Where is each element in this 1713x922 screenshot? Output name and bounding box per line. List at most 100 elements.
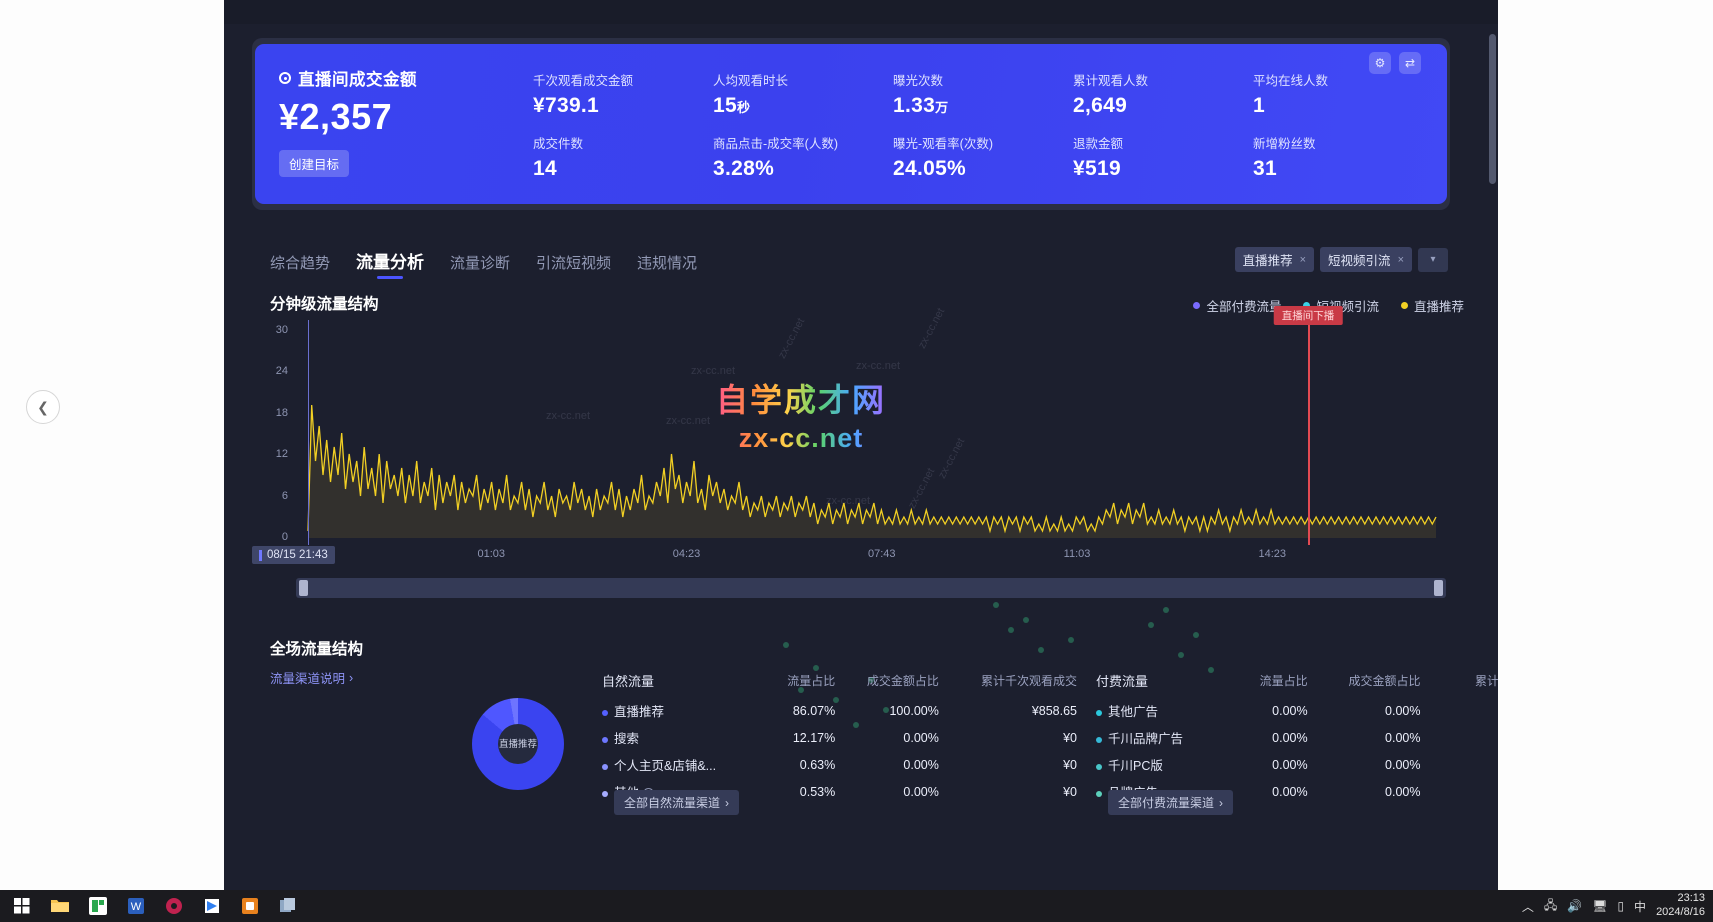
app-word-icon[interactable]: W xyxy=(118,891,154,921)
swap-icon[interactable]: ⇄ xyxy=(1399,52,1421,74)
windows-start-icon[interactable] xyxy=(4,891,40,921)
axis-line xyxy=(308,320,309,545)
row-channel-name: 搜索 xyxy=(602,724,766,751)
close-icon[interactable]: × xyxy=(1299,253,1307,266)
volume-icon[interactable]: 🔊 xyxy=(1567,899,1583,913)
tab-2[interactable]: 流量诊断 xyxy=(450,255,511,272)
kpi-cell-value: ¥519 xyxy=(1073,157,1121,180)
window-scrollbar-thumb[interactable] xyxy=(1489,34,1496,184)
kpi-cell-label: 商品点击-成交率(人数) xyxy=(713,137,838,151)
kpi-cell: 曝光次数 1.33万 xyxy=(893,70,1073,118)
tab-4[interactable]: 违规情况 xyxy=(637,255,698,272)
kpi-cell-value: 14 xyxy=(533,157,557,180)
legend-item-2[interactable]: 直播推荐 xyxy=(1400,296,1464,315)
row-channel-name: 其他广告 xyxy=(1096,697,1232,724)
app-green-icon[interactable] xyxy=(80,891,116,921)
table-header: 流量占比 xyxy=(1259,674,1308,688)
ime-indicator[interactable]: 中 xyxy=(1634,899,1647,914)
y-axis: 0 6 12 18 24 30 xyxy=(252,320,292,545)
file-explorer-icon[interactable] xyxy=(42,891,78,921)
y-tick-label: 24 xyxy=(275,365,288,378)
row-color-dot xyxy=(1096,709,1102,716)
row-per-thousand: ¥0 xyxy=(1063,730,1077,745)
x-tick-label: 04:23 xyxy=(672,548,701,560)
chart-scrollbar[interactable] xyxy=(296,578,1446,598)
chevron-up-icon[interactable]: ︿ xyxy=(1521,899,1534,914)
table-header: 成交金额占比 xyxy=(1348,674,1421,688)
kpi-cell: 成交件数 14 xyxy=(533,133,713,181)
clock-date: 2024/8/16 xyxy=(1656,906,1705,918)
all-section-title: 全场流量结构 xyxy=(270,641,364,658)
window-scrollbar[interactable] xyxy=(1489,26,1496,890)
tab-1[interactable]: 流量分析 xyxy=(356,248,424,279)
row-per-thousand: ¥0 xyxy=(1063,784,1077,799)
row-color-dot xyxy=(1096,736,1102,743)
kpi-card: ⚙ ⇄ 直播间成交金额 ¥2,357 创建目标 千次观看成交金额 ¥739.1 人均… xyxy=(255,44,1447,204)
filter-chip-0[interactable]: 直播推荐 × xyxy=(1234,247,1315,272)
taskbar-clock[interactable]: 23:13 2024/8/16 xyxy=(1656,892,1705,920)
app-circle-icon[interactable] xyxy=(156,891,192,921)
scrollbar-handle-right[interactable] xyxy=(1434,580,1443,596)
taskbar-tray: ︿ 🖧 🔊 🖥 ▯ 中 23:13 2024/8/16 xyxy=(1522,892,1705,920)
filter-chip-1[interactable]: 短视频引流 × xyxy=(1320,247,1412,272)
close-icon[interactable]: × xyxy=(1397,253,1404,266)
chevron-down-icon[interactable]: ▾ xyxy=(1418,247,1448,272)
row-flow-share: 0.53% xyxy=(799,784,836,799)
minute-section-title: 分钟级流量结构 xyxy=(270,296,379,313)
prev-page-button[interactable]: ❮ xyxy=(26,390,60,424)
app-multi-icon[interactable] xyxy=(270,891,306,921)
all-natural-channels-button[interactable]: 全部自然流量渠道 › xyxy=(614,790,740,815)
range-start-badge: 08/15 21:43 xyxy=(252,546,335,564)
row-channel-name: 千川PC版 xyxy=(1096,751,1232,778)
kpi-cell-value: 3.28% xyxy=(713,157,775,180)
range-start-label: 08/15 21:43 xyxy=(267,549,328,561)
table-header: 付费流量 xyxy=(1096,674,1149,689)
row-gmv-share: 0.00% xyxy=(903,784,939,799)
all-natural-channels-label: 全部自然流量渠道 xyxy=(624,796,721,810)
taskbar-apps: W xyxy=(0,891,306,921)
tab-0[interactable]: 综合趋势 xyxy=(270,255,331,272)
battery-icon[interactable]: ▯ xyxy=(1617,899,1625,913)
table-header: 自然流量 xyxy=(602,674,655,689)
kpi-cell-label: 人均观看时长 xyxy=(713,74,789,88)
tab-3[interactable]: 引流短视频 xyxy=(536,255,612,272)
monitor-icon[interactable]: 🖥 xyxy=(1592,899,1608,913)
chart-legend: 全部付费流量 短视频引流 直播推荐 xyxy=(1193,296,1464,315)
channel-explanation-link[interactable]: 流量渠道说明 › xyxy=(270,668,353,687)
y-tick-label: 0 xyxy=(281,531,288,543)
kpi-cell-value: 1.33万 xyxy=(893,94,949,117)
row-per-thousand: ¥0 xyxy=(1420,697,1498,724)
kpi-cell: 退款金额 ¥519 xyxy=(1073,133,1253,181)
kpi-cell-value: 31 xyxy=(1253,157,1277,180)
table-header: 累计千次观看成交 xyxy=(1474,674,1498,688)
kpi-cell-value: 2,649 xyxy=(1073,94,1128,117)
y-tick-label: 12 xyxy=(275,448,288,461)
kpi-cell: 平均在线人数 1 xyxy=(1253,70,1433,118)
table-row[interactable]: 直播推荐 86.07% 100.00% ¥858.65 xyxy=(602,697,1077,724)
end-marker-label: 直播间下播 xyxy=(1273,306,1343,325)
network-icon[interactable]: 🖧 xyxy=(1543,897,1558,912)
table-row[interactable]: 搜索 12.17% 0.00% ¥0 xyxy=(602,724,1077,751)
y-tick-label: 18 xyxy=(275,406,288,419)
kpi-metric-grid: 千次观看成交金额 ¥739.1 人均观看时长 15秒 曝光次数 1.33万 累计观看人数 2,… xyxy=(533,70,1433,181)
row-flow-share: 0.00% xyxy=(1272,703,1308,718)
browser-window: ⚙ ⇄ 直播间成交金额 ¥2,357 创建目标 千次观看成交金额 ¥739.1 人均… xyxy=(224,0,1498,890)
x-tick-label: 01:03 xyxy=(477,548,506,560)
row-gmv-share: 0.00% xyxy=(1385,730,1421,745)
table-row[interactable]: 个人主页&店铺&... 0.63% 0.00% ¥0 xyxy=(602,751,1077,778)
all-paid-channels-button[interactable]: 全部付费流量渠道 › xyxy=(1108,790,1234,815)
app-orange-icon[interactable] xyxy=(232,891,268,921)
app-blue-icon[interactable] xyxy=(194,891,230,921)
scrollbar-handle-left[interactable] xyxy=(299,580,308,596)
row-gmv-share: 0.00% xyxy=(903,730,939,745)
row-flow-share: 86.07% xyxy=(792,703,836,718)
create-goal-button[interactable]: 创建目标 xyxy=(279,150,350,177)
legend-item-0[interactable]: 全部付费流量 xyxy=(1193,296,1281,315)
row-color-dot xyxy=(1096,763,1102,770)
legend-label: 直播推荐 xyxy=(1413,300,1464,314)
gear-icon[interactable]: ⚙ xyxy=(1369,52,1391,74)
